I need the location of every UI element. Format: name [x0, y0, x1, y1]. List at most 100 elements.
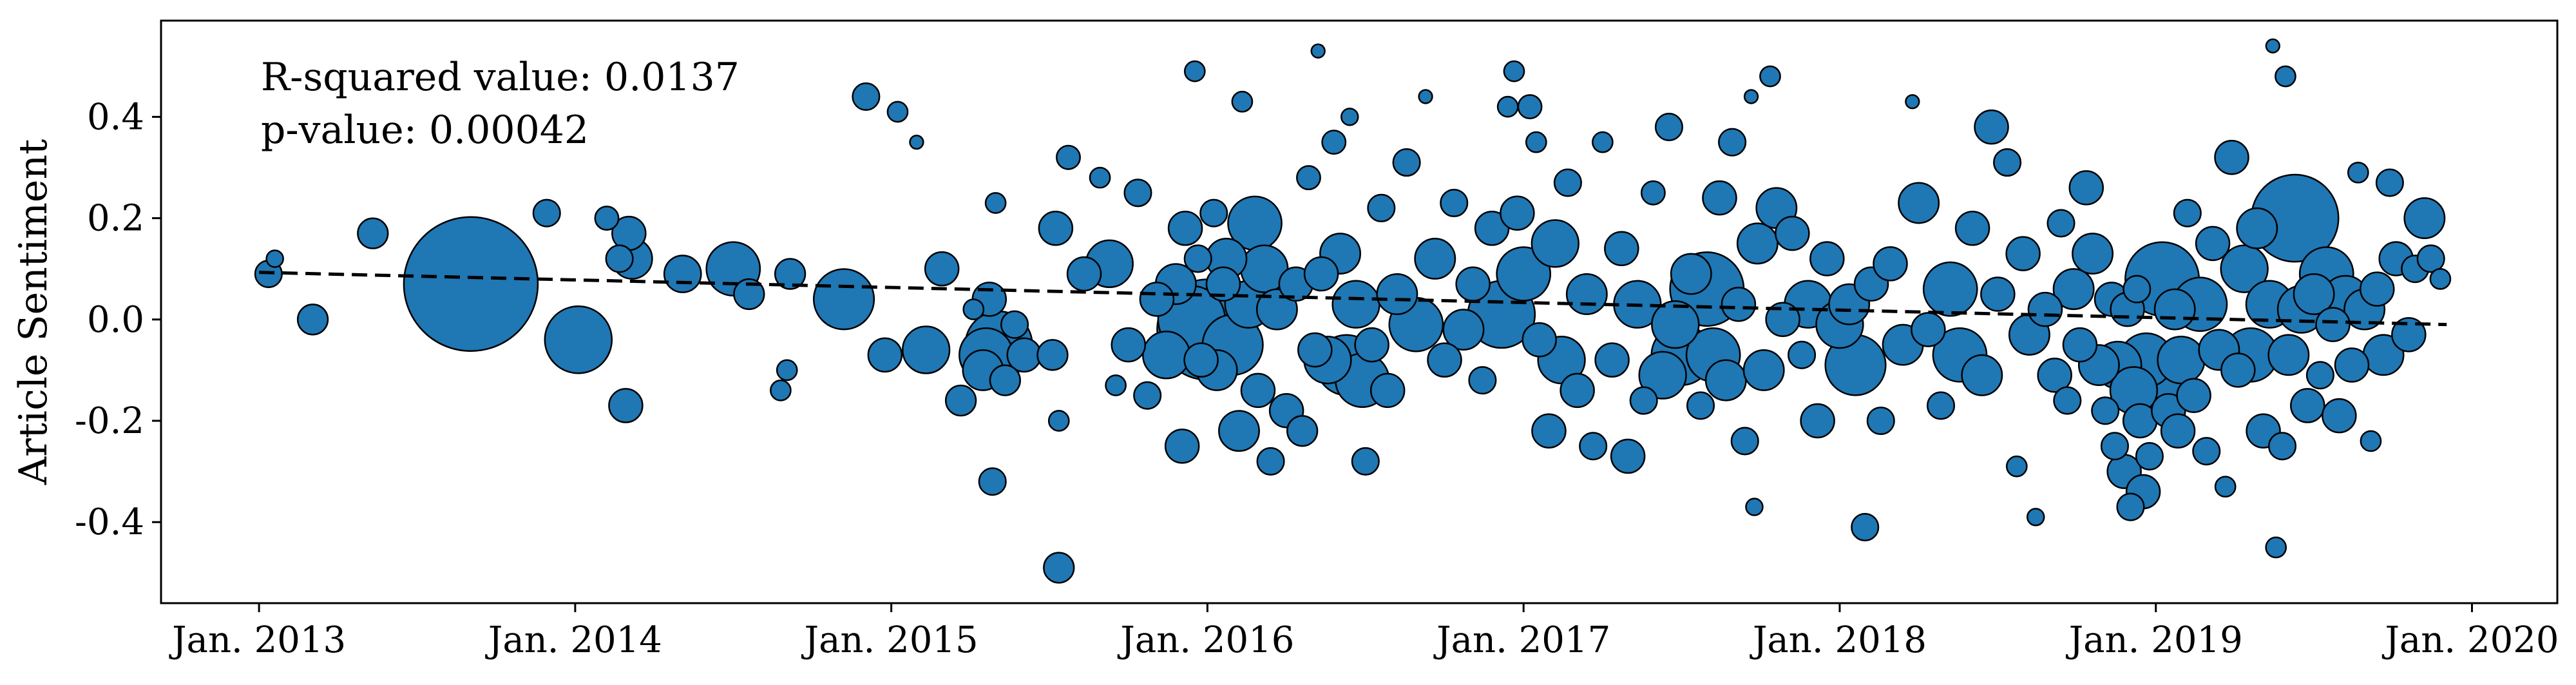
data-point [989, 364, 1021, 396]
y-tick-label: 0.0 [87, 299, 144, 341]
data-point [1303, 256, 1339, 292]
data-point [1167, 211, 1203, 246]
data-point [2091, 396, 2120, 425]
data-point [2265, 536, 2287, 559]
data-point [2334, 347, 2370, 383]
data-point [1418, 89, 1433, 104]
data-point [2160, 413, 2196, 449]
data-point [1123, 178, 1152, 207]
data-point [1873, 246, 1908, 282]
data-point [962, 298, 985, 320]
x-tick-label: Jan. 2015 [801, 619, 978, 661]
data-point [1765, 302, 1800, 338]
data-point [2005, 455, 2028, 478]
data-point [1038, 211, 1074, 246]
data-point [1066, 256, 1102, 292]
data-point [2135, 441, 2164, 471]
data-point [2429, 268, 2452, 290]
data-point [1594, 342, 1630, 378]
data-point [1111, 327, 1146, 363]
data-point [1905, 94, 1920, 110]
data-point [1297, 332, 1333, 368]
data-point [1730, 427, 1759, 456]
data-point [1775, 215, 1810, 251]
data-point [2037, 358, 2072, 393]
data-point [776, 359, 798, 381]
data-point [1745, 497, 1764, 516]
data-point [1866, 406, 1895, 436]
data-point [1321, 130, 1347, 155]
data-point [1089, 166, 1111, 189]
data-point [1911, 312, 1946, 347]
data-point [2116, 492, 2145, 521]
data-point [1993, 148, 2022, 177]
data-point [1592, 131, 1614, 153]
data-point [909, 135, 924, 150]
data-point [1331, 280, 1380, 329]
data-point [1056, 144, 1081, 170]
data-point [1525, 131, 1547, 153]
data-point [1376, 273, 1418, 315]
data-point [1496, 246, 1552, 302]
data-point [1105, 374, 1127, 396]
data-point [1255, 288, 1298, 331]
data-point [1340, 108, 1359, 126]
data-point [2027, 291, 2063, 327]
data-point [1629, 386, 1658, 415]
data-point [2360, 430, 2382, 452]
data-point [1788, 340, 1817, 369]
data-point [944, 384, 977, 417]
data-point [1898, 182, 1940, 224]
data-point [1503, 60, 1525, 82]
data-point [886, 101, 909, 123]
data-point [1531, 413, 1567, 449]
data-point [1980, 276, 2016, 312]
data-point [1800, 403, 1835, 439]
data-point [2026, 508, 2045, 526]
data-point [532, 198, 561, 227]
data-point [1367, 193, 1396, 222]
data-point [1517, 94, 1543, 120]
data-point [1686, 391, 1715, 420]
data-point [1961, 354, 2003, 396]
x-tick-label: Jan. 2019 [2066, 619, 2243, 661]
data-point [2195, 226, 2231, 262]
x-tick-label: Jan. 2020 [2381, 619, 2559, 661]
data-point [1468, 366, 1497, 395]
data-point [2220, 244, 2269, 293]
data-point [2062, 327, 2098, 363]
data-point [1922, 261, 1978, 317]
data-point [813, 268, 875, 331]
data-point [2214, 476, 2237, 498]
data-point [1354, 327, 1389, 363]
data-point [1926, 391, 1956, 420]
data-point [605, 244, 634, 273]
data-point [1565, 273, 1608, 315]
data-point [2416, 244, 2445, 273]
data-point [608, 388, 644, 423]
data-point [1651, 300, 1700, 349]
data-point [774, 258, 806, 290]
y-axis: 0.4 0.2 0.0 -0.2 -0.4 [75, 96, 161, 543]
x-tick-label: Jan. 2017 [1433, 619, 1610, 661]
data-point [403, 216, 539, 352]
data-point [1183, 342, 1219, 378]
data-point [1047, 410, 1070, 432]
data-point [2192, 437, 2221, 466]
data-point [544, 305, 613, 374]
data-point [296, 304, 329, 336]
data-point [1442, 309, 1485, 351]
data-point [733, 278, 765, 311]
data-point [2305, 361, 2334, 390]
data-point [2173, 198, 2202, 227]
data-point [2375, 168, 2404, 197]
x-axis: Jan. 2013 Jan. 2014 Jan. 2015 Jan. 2016 Jan.… [169, 603, 2559, 661]
data-point [1392, 148, 1421, 177]
data-point [1500, 195, 1535, 231]
y-tick-label: 0.4 [87, 96, 144, 138]
x-tick-label: Jan. 2016 [1117, 619, 1294, 661]
trendline [259, 271, 2447, 327]
data-point [1704, 359, 1747, 401]
data-point [2123, 275, 2151, 304]
data-point [1721, 286, 1757, 322]
